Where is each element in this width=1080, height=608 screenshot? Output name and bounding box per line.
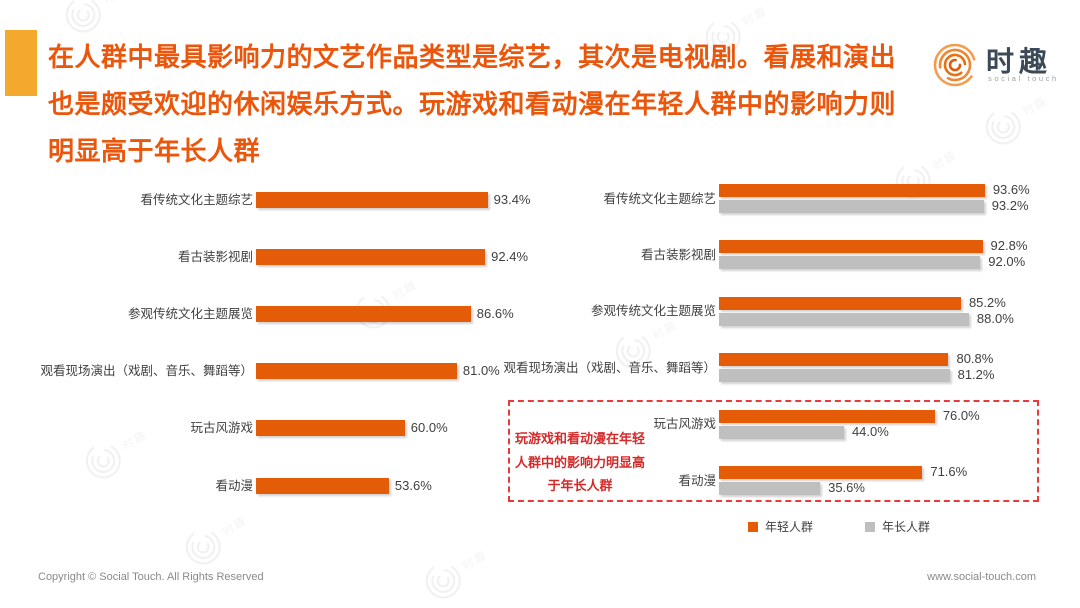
value-label: 93.2%: [991, 198, 1029, 213]
bar-年长人群-5: [719, 482, 821, 495]
category-label: 看传统文化主题综艺: [140, 193, 253, 207]
watermark-text: 时趣: [221, 514, 250, 539]
category-label: 看古装影视剧: [177, 250, 253, 265]
category-label: 观看现场演出（戏剧、音乐、舞蹈等）: [40, 364, 253, 379]
watermark-text: 时趣: [741, 4, 770, 29]
watermark-text: 时趣: [931, 148, 960, 173]
bar-年长人群-0: [719, 200, 984, 213]
watermark-text: 时趣: [461, 548, 490, 573]
value-label: 93.6%: [992, 182, 1030, 197]
value-label: 92.4%: [491, 249, 529, 265]
annotation-line-2: 人群中的影响力明显高: [514, 454, 645, 470]
value-label: 93.4%: [493, 192, 531, 207]
brand-watermark: 时趣: [174, 502, 257, 576]
bar-年轻人群-3: [719, 353, 949, 367]
bar-5: [256, 477, 389, 494]
category-label: 看动漫: [678, 473, 716, 488]
value-label: 92.8%: [990, 238, 1028, 254]
bar-年长人群-3: [719, 369, 950, 383]
bar-年长人群-4: [719, 425, 844, 439]
bar-年轻人群-2: [719, 296, 961, 310]
value-label: 85.2%: [968, 294, 1006, 310]
logo-subtitle-text: social touch: [988, 74, 1059, 83]
value-label: 86.6%: [476, 306, 514, 322]
bar-3: [256, 363, 457, 380]
value-label: 53.6%: [394, 477, 432, 493]
legend-swatch-old: [865, 521, 876, 532]
brand-watermark: 时趣: [344, 266, 427, 340]
chart-legend: 年轻人群 年长人群: [748, 518, 930, 535]
accent-block: [5, 30, 37, 96]
watermark-rings-icon: [185, 529, 221, 565]
annotation-text: 玩游戏和看动漫在年轻 人群中的影响力明显高 于年长人群: [512, 427, 648, 498]
bar-4: [256, 420, 405, 437]
brand-watermark: 时趣: [74, 416, 157, 490]
annotation-dashed-box: [508, 400, 1039, 502]
category-label: 看古装影视剧: [640, 247, 716, 262]
watermark-text: 时趣: [101, 0, 129, 7]
bar-0: [256, 192, 488, 208]
bar-1: [256, 249, 486, 266]
legend-item-young: 年轻人群: [748, 518, 813, 535]
brand-watermark: 时趣: [974, 82, 1057, 156]
watermark-rings-icon: [615, 333, 651, 369]
legend-label-old: 年长人群: [882, 520, 931, 534]
category-label: 玩古风游戏: [190, 421, 253, 436]
category-label: 观看现场演出（戏剧、音乐、舞蹈等）: [503, 360, 716, 375]
value-label: 44.0%: [851, 423, 889, 439]
brand-watermark: 时趣: [54, 0, 137, 44]
bar-年轻人群-5: [719, 466, 923, 479]
bar-年轻人群-1: [719, 240, 983, 254]
watermark-rings-icon: [425, 563, 461, 599]
watermark-rings-icon: [85, 443, 121, 479]
bar-2: [256, 306, 471, 323]
legend-swatch-young: [748, 521, 758, 532]
brand-watermark: 时趣: [694, 0, 777, 66]
watermark-text: 时趣: [391, 278, 420, 303]
title-line-1: 在人群中最具影响力的文艺作品类型是综艺，其次是电视剧。看展和演出: [48, 42, 897, 72]
annotation-line-1: 玩游戏和看动漫在年轻: [514, 431, 645, 446]
footer-website: www.social-touch.com: [927, 571, 1036, 583]
watermark-text: 时趣: [1021, 94, 1050, 119]
spiral-rings-icon: [933, 43, 977, 87]
brand-watermark: 时趣: [604, 306, 687, 380]
watermark-rings-icon: [65, 0, 101, 33]
legend-label-young: 年轻人群: [765, 520, 814, 534]
category-label: 看动漫: [215, 478, 253, 493]
page-title: 在人群中最具影响力的文艺作品类型是综艺，其次是电视剧。看展和演出 也是颇受欢迎的…: [48, 34, 948, 175]
value-label: 71.6%: [930, 464, 968, 479]
watermark-rings-icon: [705, 19, 741, 55]
annotation-line-3: 于年长人群: [547, 478, 613, 493]
value-label: 60.0%: [410, 420, 448, 436]
brand-watermark: 时趣: [414, 536, 497, 608]
value-label: 81.2%: [957, 367, 995, 383]
category-label: 参观传统文化主题展览: [127, 307, 253, 322]
value-label: 76.0%: [942, 407, 980, 423]
bar-年轻人群-4: [719, 409, 935, 423]
value-label: 81.0%: [462, 363, 500, 379]
value-label: 88.0%: [976, 310, 1014, 326]
bar-年轻人群-0: [719, 184, 985, 197]
title-line-3: 明显高于年长人群: [48, 136, 261, 166]
legend-item-old: 年长人群: [865, 518, 930, 535]
value-label: 35.6%: [828, 480, 865, 495]
bar-年长人群-1: [719, 256, 981, 270]
category-label: 看传统文化主题综艺: [603, 191, 716, 206]
bar-年长人群-2: [719, 312, 969, 326]
footer-copyright: Copyright © Social Touch. All Rights Res…: [38, 571, 264, 583]
logo-brand-text: 时趣: [986, 46, 1053, 77]
value-label: 92.0%: [988, 254, 1026, 270]
value-label: 80.8%: [956, 351, 994, 367]
watermark-rings-icon: [985, 109, 1021, 145]
category-label: 玩古风游戏: [653, 417, 716, 432]
watermark-text: 时趣: [651, 318, 680, 343]
title-line-2: 也是颇受欢迎的休闲娱乐方式。玩游戏和看动漫在年轻人群中的影响力则: [48, 89, 897, 119]
category-label: 参观传统文化主题展览: [590, 304, 716, 319]
social-touch-logo: 时趣 social touch: [932, 40, 1062, 92]
